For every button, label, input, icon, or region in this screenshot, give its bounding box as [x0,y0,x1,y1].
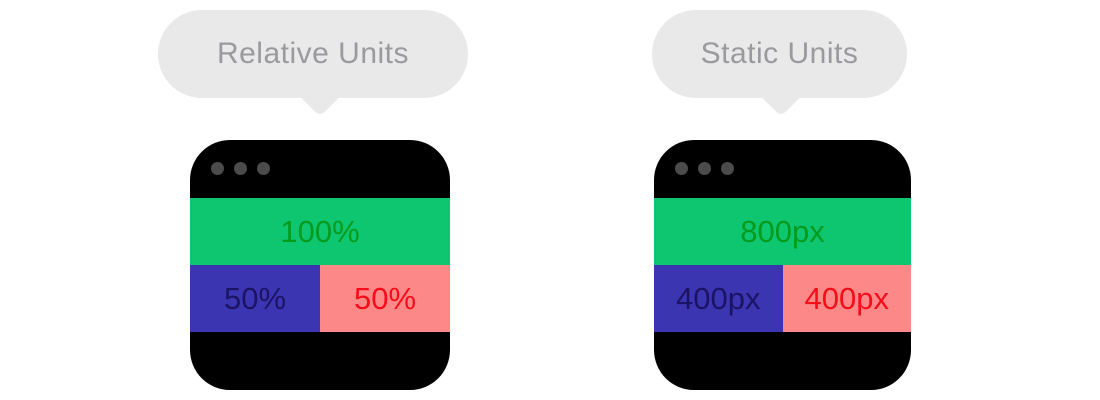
window-dot-icon [675,162,688,175]
speech-bubble-relative-units: Relative Units [158,10,468,98]
bar-half-left: 50% [190,265,320,332]
bar-label: 50% [353,280,417,316]
bar-full-width: 100% [190,198,450,265]
bars-container: 800px 400px 400px [654,198,911,332]
bar-label: 400px [804,280,889,316]
speech-bubble-static-units: Static Units [652,10,907,98]
bar-label: 100% [280,213,360,249]
window-dot-icon [257,162,270,175]
window-dot-icon [234,162,247,175]
bar-row: 50% 50% [190,265,450,332]
window-titlebar-dots [654,140,911,175]
bar-row: 400px 400px [654,265,911,332]
window-titlebar-dots [190,140,450,175]
bars-container: 100% 50% 50% [190,198,450,332]
browser-window-relative: 100% 50% 50% [190,140,450,390]
browser-window-static: 800px 400px 400px [654,140,911,390]
bar-label: 800px [740,213,825,249]
bar-half-left: 400px [654,265,783,332]
window-dot-icon [698,162,711,175]
bubble-label: Static Units [700,37,859,70]
bar-half-right: 400px [782,265,911,332]
window-dot-icon [211,162,224,175]
bar-label: 50% [223,280,287,316]
bar-half-right: 50% [320,265,450,332]
bar-full-width: 800px [654,198,911,265]
bubble-label: Relative Units [216,37,410,70]
bar-label: 400px [676,280,761,316]
window-dot-icon [721,162,734,175]
